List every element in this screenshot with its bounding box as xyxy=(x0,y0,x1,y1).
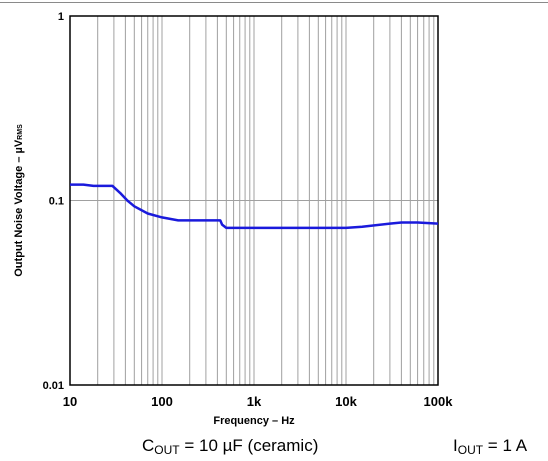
x-tick-labels: 10 100 1k 10k 100k xyxy=(63,394,453,409)
series-line xyxy=(70,183,439,230)
y-axis-label-main: Output Noise Voltage – µV xyxy=(13,139,25,277)
x-tick-label: 10 xyxy=(63,394,77,409)
x-tick-label: 100 xyxy=(151,394,173,409)
cond-cout-main: C xyxy=(142,436,155,455)
y-tick-label: 1 xyxy=(58,11,64,23)
x-axis-label: Frequency – Hz xyxy=(213,415,295,427)
cond-cout-rest: = 10 µF (ceramic) xyxy=(179,436,319,455)
series-layer xyxy=(70,183,439,230)
cond-iout-main: I xyxy=(453,436,458,455)
cond-iout-sub: OUT xyxy=(457,443,484,457)
cond-cout-sub: OUT xyxy=(154,443,180,457)
y-tick-label: 0.01 xyxy=(43,380,64,392)
condition-iout: IOUT = 1 A xyxy=(453,436,527,457)
x-tick-label: 10k xyxy=(335,394,357,409)
y-axis-label: Output Noise Voltage – µVRMS xyxy=(13,124,25,277)
x-tick-label: 1k xyxy=(247,394,262,409)
top-rule xyxy=(0,2,548,3)
noise-chart: 0.01 0.1 1 10 100 1k 10k 100k Frequency – Hz O… xyxy=(13,11,453,427)
cond-iout-rest: = 1 A xyxy=(483,436,528,455)
y-tick-label: 0.1 xyxy=(49,196,64,208)
grid xyxy=(70,16,438,385)
condition-cout: COUT = 10 µF (ceramic) xyxy=(142,436,318,457)
x-tick-label: 100k xyxy=(424,394,454,409)
y-tick-labels: 0.01 0.1 1 xyxy=(43,11,64,392)
y-axis-label-sub: RMS xyxy=(17,124,24,140)
plot-frame xyxy=(69,15,439,386)
